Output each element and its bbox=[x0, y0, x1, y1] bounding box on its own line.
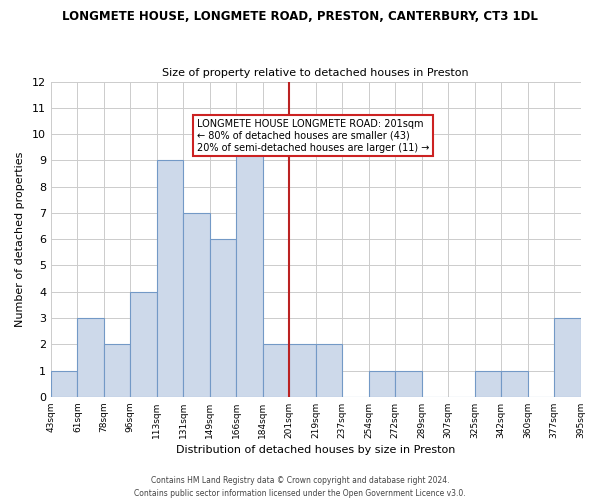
Bar bbox=[368, 370, 395, 397]
Bar bbox=[554, 318, 581, 397]
Bar bbox=[51, 370, 77, 397]
Bar bbox=[104, 344, 130, 397]
Bar bbox=[475, 370, 501, 397]
Bar bbox=[316, 344, 342, 397]
Title: Size of property relative to detached houses in Preston: Size of property relative to detached ho… bbox=[163, 68, 469, 78]
Bar bbox=[77, 318, 104, 397]
Bar bbox=[210, 239, 236, 397]
Bar bbox=[184, 213, 210, 397]
X-axis label: Distribution of detached houses by size in Preston: Distribution of detached houses by size … bbox=[176, 445, 455, 455]
Bar bbox=[263, 344, 289, 397]
Bar bbox=[130, 292, 157, 397]
Text: LONGMETE HOUSE LONGMETE ROAD: 201sqm
← 80% of detached houses are smaller (43)
2: LONGMETE HOUSE LONGMETE ROAD: 201sqm ← 8… bbox=[197, 120, 429, 152]
Y-axis label: Number of detached properties: Number of detached properties bbox=[15, 152, 25, 327]
Bar bbox=[289, 344, 316, 397]
Text: LONGMETE HOUSE, LONGMETE ROAD, PRESTON, CANTERBURY, CT3 1DL: LONGMETE HOUSE, LONGMETE ROAD, PRESTON, … bbox=[62, 10, 538, 23]
Bar bbox=[157, 160, 184, 397]
Bar bbox=[395, 370, 422, 397]
Bar bbox=[236, 134, 263, 397]
Text: Contains HM Land Registry data © Crown copyright and database right 2024.
Contai: Contains HM Land Registry data © Crown c… bbox=[134, 476, 466, 498]
Bar bbox=[501, 370, 527, 397]
